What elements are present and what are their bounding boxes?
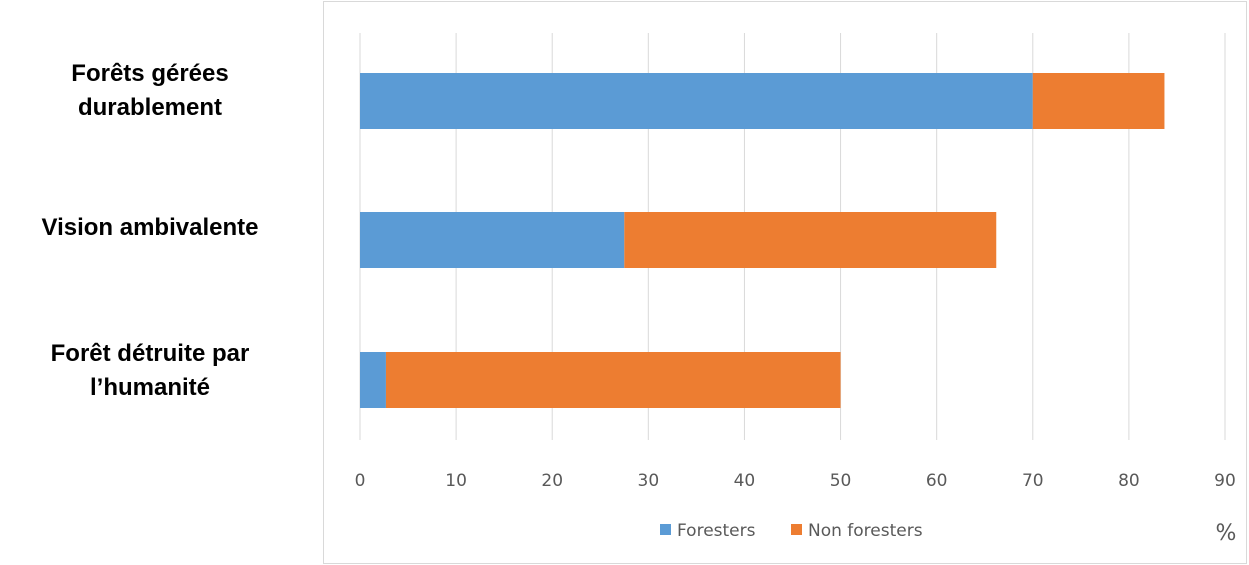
legend-label-0: Foresters: [677, 521, 756, 541]
bars: [360, 73, 1165, 408]
category-label-1: Vision ambivalente: [41, 214, 259, 241]
bar-foresters-1: [360, 212, 625, 268]
legend-swatch-0: [660, 524, 671, 535]
x-tick-label-5: 50: [830, 471, 852, 491]
bar-foresters-0: [360, 73, 1033, 129]
x-unit-label: %: [1216, 521, 1237, 546]
bar-non-foresters-0: [1032, 73, 1165, 129]
x-tick-label-4: 40: [734, 471, 756, 491]
x-tick-label-3: 30: [638, 471, 660, 491]
legend-label-1: Non foresters: [808, 521, 923, 541]
x-tick-label-0: 0: [355, 471, 366, 491]
category-label-0: Forêts gérées durablement: [71, 60, 229, 121]
bar-foresters-2: [360, 352, 386, 408]
x-tick-labels: 0 10 20 30 40 50 60 70 80 90: [355, 471, 1236, 491]
category-label-2: Forêt détruite par l’humanité: [50, 340, 250, 401]
plot-frame: [323, 1, 1247, 564]
x-tick-label-7: 70: [1022, 471, 1044, 491]
bar-non-foresters-2: [385, 352, 841, 408]
x-tick-label-9: 90: [1214, 471, 1236, 491]
x-tick-label-6: 60: [926, 471, 948, 491]
legend-swatch-1: [791, 524, 802, 535]
bar-non-foresters-1: [624, 212, 997, 268]
legend: Foresters Non foresters: [660, 521, 923, 541]
x-tick-label-8: 80: [1118, 471, 1140, 491]
x-tick-label-2: 20: [541, 471, 563, 491]
x-tick-label-1: 10: [445, 471, 467, 491]
